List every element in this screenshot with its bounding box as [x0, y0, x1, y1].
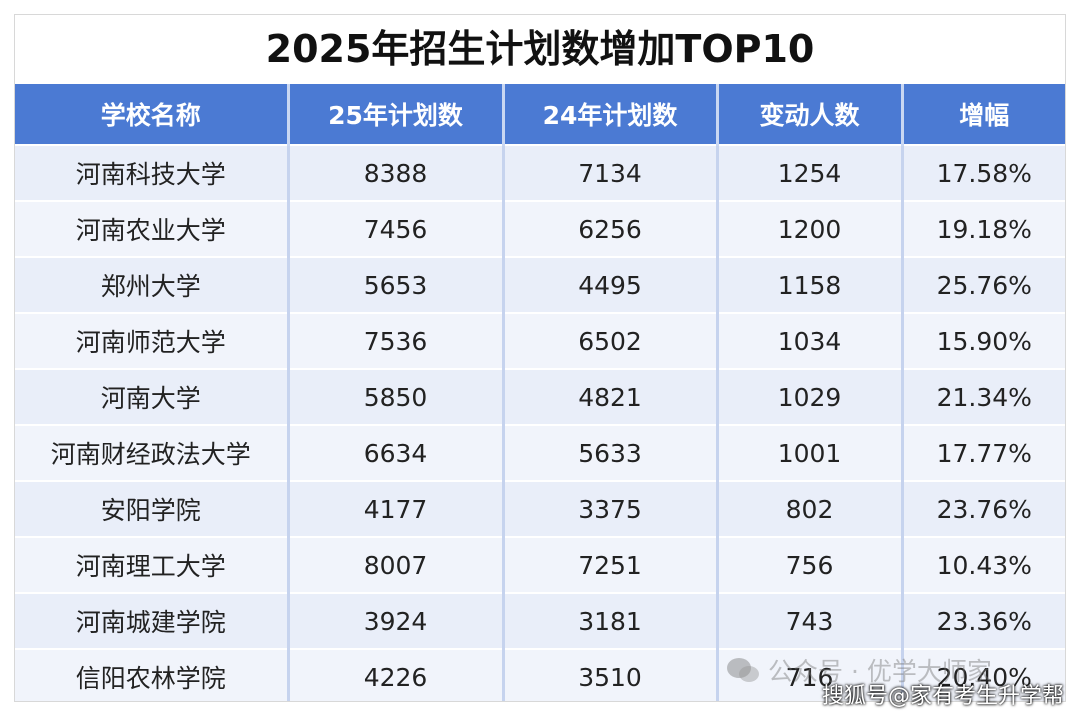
table-cell: 郑州大学 — [15, 256, 288, 313]
table-cell: 7251 — [501, 536, 717, 593]
table-cell: 3924 — [286, 592, 503, 649]
table-cell: 河南财经政法大学 — [15, 424, 288, 481]
table-row: 河南师范大学 7536 6502 1034 15.90% — [15, 312, 1065, 369]
table-cell: 4177 — [286, 480, 503, 537]
table-cell: 6502 — [501, 312, 717, 369]
table-cell: 17.77% — [900, 424, 1065, 481]
watermark: 搜狐号@家有考生升学帮 — [822, 684, 1065, 709]
table-card: 2025年招生计划数增加TOP10 学校名称 25年计划数 24年计划数 变动人数 增幅… — [14, 14, 1066, 702]
table-cell: 8007 — [286, 536, 503, 593]
title: 2025年招生计划数增加TOP10 — [265, 27, 815, 71]
table-cell: 1034 — [715, 312, 902, 369]
table-cell: 3181 — [501, 592, 717, 649]
table-cell: 21.34% — [900, 368, 1065, 425]
table-cell: 4495 — [501, 256, 717, 313]
watermark: 公众号 · 优学大师家 — [726, 652, 992, 688]
table-cell: 5633 — [501, 424, 717, 481]
table-cell: 4226 — [286, 648, 503, 701]
table-cell: 17.58% — [900, 144, 1065, 201]
table-cell: 信阳农林学院 — [15, 648, 288, 701]
table-row: 河南财经政法大学 6634 5633 1001 17.77% — [15, 424, 1065, 481]
table-row: 郑州大学 5653 4495 1158 25.76% — [15, 256, 1065, 313]
table-cell: 1029 — [715, 368, 902, 425]
table-cell: 河南理工大学 — [15, 536, 288, 593]
table-row: 安阳学院 4177 3375 802 23.76% — [15, 480, 1065, 537]
table-cell: 安阳学院 — [15, 480, 288, 537]
table-cell: 743 — [715, 592, 902, 649]
table-row: 河南城建学院 3924 3181 743 23.36% — [15, 592, 1065, 649]
table-cell: 1254 — [715, 144, 902, 201]
table-cell: 716 — [715, 648, 902, 701]
table-cell: 4821 — [501, 368, 717, 425]
table-cell: 7456 — [286, 200, 503, 257]
header-cell: 24年计划数 — [501, 84, 717, 145]
header-row: 学校名称 25年计划数 24年计划数 变动人数 增幅 — [15, 84, 1065, 145]
table-cell: 23.76% — [900, 480, 1065, 537]
table-cell: 5653 — [286, 256, 503, 313]
table-cell: 河南城建学院 — [15, 592, 288, 649]
table-cell: 15.90% — [900, 312, 1065, 369]
table-cell: 10.43% — [900, 536, 1065, 593]
watermark-text: 公众号 · 优学大师家 — [768, 657, 992, 686]
table-cell: 河南科技大学 — [15, 144, 288, 201]
table-row: 信阳农林学院 4226 3510 716 20.40% — [15, 648, 1065, 701]
table-cell: 1200 — [715, 200, 902, 257]
table-cell: 3375 — [501, 480, 717, 537]
header-cell: 学校名称 — [15, 84, 288, 145]
table-cell: 802 — [715, 480, 902, 537]
table-row: 河南农业大学 7456 6256 1200 19.18% — [15, 200, 1065, 257]
table-row: 河南科技大学 8388 7134 1254 17.58% — [15, 144, 1065, 201]
table-row: 河南理工大学 8007 7251 756 10.43% — [15, 536, 1065, 593]
table-cell: 7134 — [501, 144, 717, 201]
header-cell: 25年计划数 — [286, 84, 503, 145]
header-cell: 增幅 — [900, 84, 1065, 145]
table-row: 河南大学 5850 4821 1029 21.34% — [15, 368, 1065, 425]
table-cell: 8388 — [286, 144, 503, 201]
table-cell: 1158 — [715, 256, 902, 313]
table-cell: 河南师范大学 — [15, 312, 288, 369]
table-cell: 25.76% — [900, 256, 1065, 313]
table-cell: 6256 — [501, 200, 717, 257]
table-cell: 3510 — [501, 648, 717, 701]
table: 学校名称 25年计划数 24年计划数 变动人数 增幅 河南科技大学 8388 7134 125… — [15, 84, 1065, 701]
table-cell: 5850 — [286, 368, 503, 425]
table-cell: 河南大学 — [15, 368, 288, 425]
table-cell: 1001 — [715, 424, 902, 481]
table-cell: 7536 — [286, 312, 503, 369]
table-cell: 23.36% — [900, 592, 1065, 649]
table-cell: 756 — [715, 536, 902, 593]
header-cell: 变动人数 — [715, 84, 902, 145]
table-body: 河南科技大学 8388 7134 1254 17.58% 河南农业大学 7456 6256 12… — [15, 144, 1065, 701]
table-cell: 20.40% — [900, 648, 1065, 701]
table-cell: 19.18% — [900, 200, 1065, 257]
table-cell: 6634 — [286, 424, 503, 481]
wechat-icon — [727, 658, 759, 682]
table-cell: 河南农业大学 — [15, 200, 288, 257]
